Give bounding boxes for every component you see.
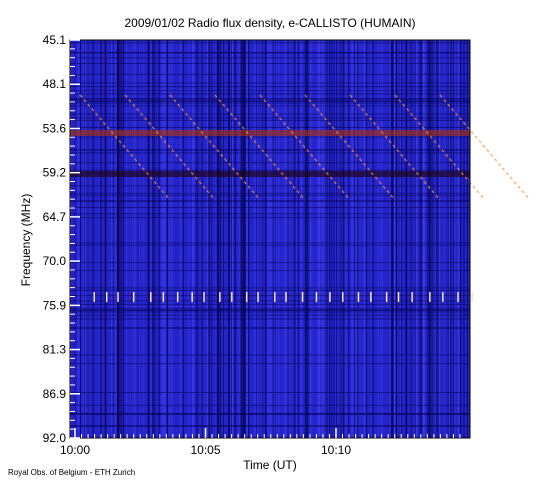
texture-drift bbox=[169, 94, 261, 201]
texture-band bbox=[70, 130, 470, 136]
texture-drift bbox=[259, 94, 351, 201]
x-axis-label: Time (UT) bbox=[243, 458, 297, 472]
x-tick-label: 10:05 bbox=[190, 443, 220, 457]
texture-drift bbox=[79, 94, 171, 201]
x-tick-label: 10:00 bbox=[60, 443, 90, 457]
texture-drift bbox=[214, 94, 306, 201]
x-tick-label: 10:10 bbox=[321, 443, 351, 457]
y-tick-label: 59.2 bbox=[43, 166, 67, 180]
footer: Royal Obs. of Belgium - ETH Zurich bbox=[8, 468, 135, 477]
y-tick-label: 92.0 bbox=[43, 431, 67, 445]
y-tick-label: 64.7 bbox=[43, 210, 67, 224]
plot-frame bbox=[69, 39, 471, 439]
plot-area bbox=[69, 40, 531, 438]
y-tick-label: 75.9 bbox=[43, 298, 67, 312]
y-tick-label: 48.1 bbox=[43, 77, 67, 91]
y-tick-label: 45.1 bbox=[43, 33, 67, 47]
texture-band bbox=[70, 171, 470, 177]
y-tick-label: 86.9 bbox=[43, 387, 67, 401]
texture-drift bbox=[124, 94, 216, 201]
texture-drift bbox=[439, 94, 531, 201]
texture-drift bbox=[304, 94, 396, 201]
y-tick-label: 81.3 bbox=[43, 343, 67, 357]
texture-drift bbox=[349, 94, 441, 201]
y-axis-label: Frequency (MHz) bbox=[19, 194, 33, 287]
y-tick-label: 53.6 bbox=[43, 121, 67, 135]
y-tick-label: 70.0 bbox=[43, 254, 67, 268]
chart-title: 2009/01/02 Radio flux density, e-CALLIST… bbox=[124, 16, 415, 30]
